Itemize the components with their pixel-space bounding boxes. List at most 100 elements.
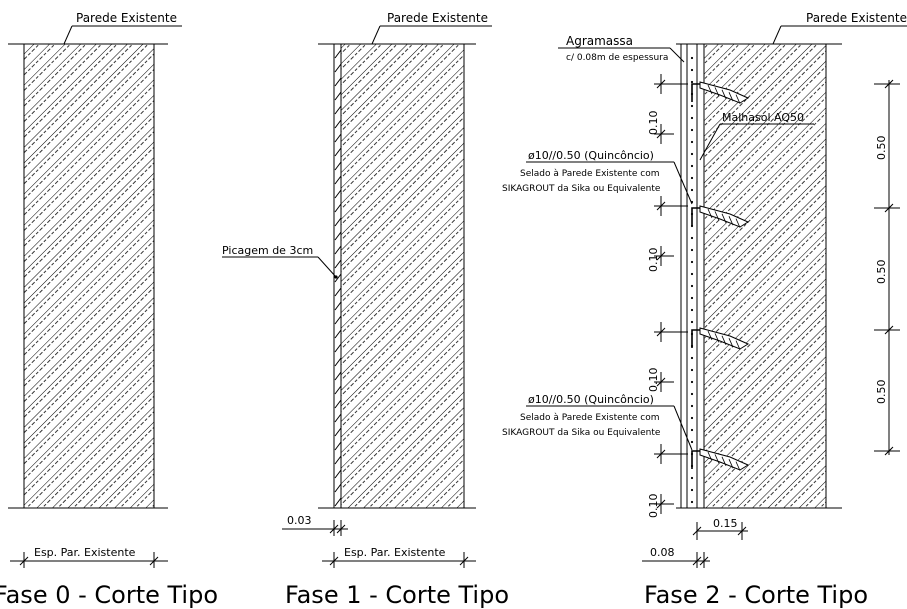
picagem-tick bbox=[334, 273, 342, 283]
agramassa-label: Agramassa bbox=[566, 34, 633, 48]
anchor-grout-hatch bbox=[728, 338, 734, 348]
existing-wall-hatch bbox=[24, 44, 154, 508]
phase-2-section: Parede Existente Agramassa c/ 0.08m de e… bbox=[502, 11, 907, 609]
picagem-tick bbox=[334, 343, 342, 353]
mesh-dot bbox=[690, 368, 694, 372]
anchor-grout-hatch bbox=[728, 459, 734, 469]
anchor-grout-hatch bbox=[735, 94, 741, 104]
picagem-tick bbox=[334, 441, 342, 451]
anchor-grout-hatch bbox=[707, 451, 713, 462]
mesh-dot bbox=[690, 164, 694, 168]
picagem-tick bbox=[334, 77, 342, 87]
mesh-dot bbox=[690, 140, 694, 144]
mesh-dot bbox=[690, 308, 694, 312]
anchor-grout-hatch bbox=[721, 456, 727, 466]
picagem-tick bbox=[334, 469, 342, 479]
phase-0-title: Fase 0 - Corte Tipo bbox=[0, 581, 218, 609]
existing-wall-hatch bbox=[704, 44, 826, 508]
anchor-note-1b: SIKAGROUT da Sika ou Equivalente bbox=[502, 184, 661, 194]
anchor-grout-hatch bbox=[721, 89, 727, 99]
picagem-tick bbox=[334, 231, 342, 241]
mesh-dot bbox=[690, 152, 694, 156]
dim-left-4: 0.10 bbox=[647, 494, 660, 519]
anchor-grout-hatch bbox=[728, 216, 734, 226]
picagem-tick bbox=[334, 287, 342, 297]
picagem-tick bbox=[334, 301, 342, 311]
picagem-tick bbox=[334, 371, 342, 381]
anchor-label-2: ø10//0.50 (Quincôncio) bbox=[528, 393, 654, 406]
wall-label: Parede Existente bbox=[387, 11, 488, 25]
picagem-tick bbox=[334, 357, 342, 367]
mesh-dot bbox=[690, 272, 694, 276]
mesh-dot bbox=[690, 188, 694, 192]
dim-left-2: 0.10 bbox=[647, 248, 660, 273]
anchor-grout-hatch bbox=[721, 213, 727, 223]
picagem-tick bbox=[334, 413, 342, 423]
anchor-bar bbox=[691, 329, 700, 348]
picagem-label: Picagem de 3cm bbox=[222, 244, 313, 257]
picagem-tick bbox=[334, 49, 342, 59]
picagem-tick bbox=[334, 259, 342, 269]
mesh-dot bbox=[690, 356, 694, 360]
picagem-tick bbox=[334, 427, 342, 437]
anchor-grout-hatch bbox=[714, 333, 720, 343]
picagem-tick bbox=[334, 245, 342, 255]
mesh-dots bbox=[690, 56, 694, 504]
dim-0-08: 0.08 bbox=[650, 546, 675, 559]
dim-right-1: 0.50 bbox=[875, 136, 888, 161]
anchor-note-1a: Selado à Parede Existente com bbox=[520, 169, 660, 179]
left-dimensions: 0.10 0.10 0.10 0.10 bbox=[647, 74, 688, 518]
anchor-bars bbox=[691, 81, 750, 471]
picagem-tick bbox=[334, 147, 342, 157]
picagem-tick bbox=[334, 483, 342, 493]
picagem-tick bbox=[334, 455, 342, 465]
mesh-dot bbox=[690, 476, 694, 480]
picagem-tick bbox=[334, 329, 342, 339]
anchor-note-2b: SIKAGROUT da Sika ou Equivalente bbox=[502, 428, 661, 438]
malhasol-label: Malhasol AQ50 bbox=[722, 111, 804, 124]
picagem-tick bbox=[334, 119, 342, 129]
mesh-dot bbox=[690, 416, 694, 420]
picagem-tick bbox=[334, 175, 342, 185]
wall-label: Parede Existente bbox=[806, 11, 907, 25]
mesh-dot bbox=[690, 116, 694, 120]
dimension-label: Esp. Par. Existente bbox=[34, 546, 136, 559]
picagem-tick bbox=[334, 399, 342, 409]
mesh-dot bbox=[690, 80, 694, 84]
picagem-tick bbox=[334, 217, 342, 227]
bottom-dimensions: 0.15 0.08 bbox=[642, 517, 748, 568]
anchor-grout-hatch bbox=[707, 330, 713, 341]
anchor-grout-hatch bbox=[707, 208, 713, 219]
picagem-tick bbox=[334, 91, 342, 101]
phase-0-section: Parede Existente Esp. Par. Existente Fas… bbox=[0, 11, 218, 609]
picagem-tick bbox=[334, 385, 342, 395]
dim-left-1: 0.10 bbox=[647, 111, 660, 136]
right-dimensions: 0.50 0.50 0.50 bbox=[874, 79, 900, 456]
mesh-dot bbox=[690, 248, 694, 252]
mesh-dot bbox=[690, 68, 694, 72]
anchor-grout-hatch bbox=[707, 84, 713, 95]
picagem-tick bbox=[334, 203, 342, 213]
picagem-tick bbox=[334, 133, 342, 143]
anchor-grout-hatch bbox=[714, 211, 720, 221]
picagem-tick bbox=[334, 161, 342, 171]
mesh-dot bbox=[690, 284, 694, 288]
anchor-label-1: ø10//0.50 (Quincôncio) bbox=[528, 149, 654, 162]
anchor-bar bbox=[691, 450, 700, 469]
mesh-dot bbox=[690, 56, 694, 60]
anchor-grout-hatch bbox=[714, 454, 720, 464]
mesh-dot bbox=[690, 428, 694, 432]
picagem-tick bbox=[334, 189, 342, 199]
anchor-bar bbox=[691, 207, 700, 226]
mesh-dot bbox=[690, 296, 694, 300]
picagem-zigzag bbox=[334, 49, 342, 507]
mesh-dot bbox=[690, 320, 694, 324]
phase-1-title: Fase 1 - Corte Tipo bbox=[285, 581, 509, 609]
phase-1-section: Parede Existente Picagem de 3cm 0.03 Esp… bbox=[222, 11, 509, 609]
mesh-dot bbox=[690, 488, 694, 492]
dimension-label: Esp. Par. Existente bbox=[344, 546, 446, 559]
agramassa-note: c/ 0.08m de espessura bbox=[566, 53, 668, 63]
anchor-note-2a: Selado à Parede Existente com bbox=[520, 413, 660, 423]
mesh-dot bbox=[690, 380, 694, 384]
